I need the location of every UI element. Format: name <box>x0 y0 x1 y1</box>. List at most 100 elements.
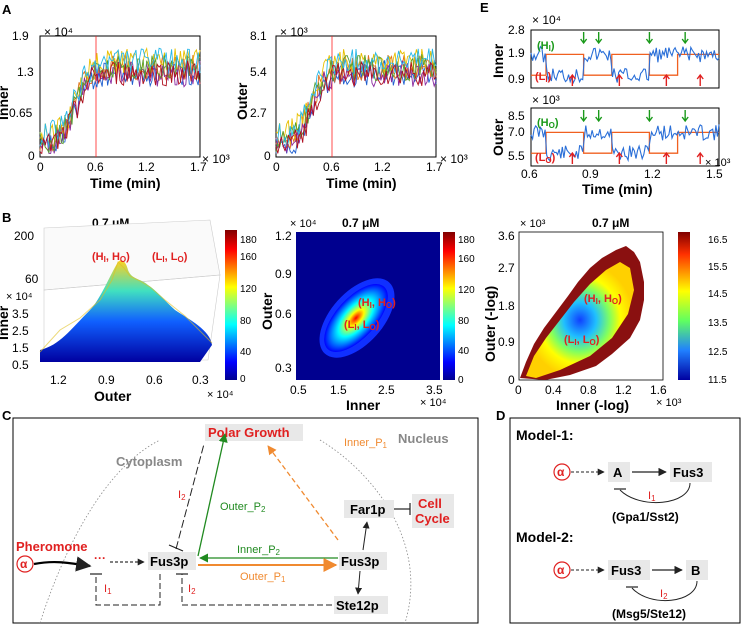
fus3p-cytoplasm-node: Fus3p <box>150 554 188 569</box>
y-axis-label: Outer (-log) <box>482 286 498 362</box>
trajectory-line <box>39 47 201 148</box>
xtick: 0.6 <box>521 167 538 181</box>
switch-high-arrow <box>645 110 653 123</box>
x-exponent: × 10³ <box>705 157 731 169</box>
switch-high-arrow <box>645 32 653 45</box>
switch-high-arrow <box>681 110 689 123</box>
nucleus-label: Nucleus <box>398 431 449 446</box>
colorbar <box>678 232 690 380</box>
colorbar <box>225 230 237 380</box>
switch-high-arrow <box>580 32 588 45</box>
switch-low-arrow <box>615 151 623 164</box>
colorbar-tick: 13.5 <box>708 318 728 329</box>
y-exponent: × 10⁴ <box>44 25 73 39</box>
colorbar-tick: 180 <box>458 235 475 246</box>
xtick: 0.8 <box>580 383 597 397</box>
xtick: 0.4 <box>545 383 562 397</box>
model2-label: Model-2: <box>516 529 574 545</box>
xtick: 0.5 <box>290 383 307 397</box>
x-axis-label: Time (min) <box>326 175 397 191</box>
chart-b-middle: × 10⁴ 0.7 μM (HI, HO) (LI, LO) 1.2 0.9 0… <box>259 216 475 413</box>
outer-p2-label: Outer_P2 <box>220 501 266 514</box>
chart-a-left: × 10⁴ 1.9 1.3 0.65 0 Inner 0 0.6 1.2 1.7… <box>0 25 230 191</box>
colorbar-tick: 160 <box>458 254 475 265</box>
y-axis-label: Inner <box>490 43 506 78</box>
xtick: 1.2 <box>615 383 632 397</box>
trajectory-line <box>275 48 437 147</box>
ytick: 8.5 <box>508 109 525 123</box>
ste12p-node: Ste12p <box>336 598 379 613</box>
ytick: 0.65 <box>9 106 33 120</box>
colorbar-tick: 160 <box>240 252 257 263</box>
colorbar-tick: 0 <box>458 375 464 386</box>
dots: ··· <box>94 551 106 565</box>
x-axis-label: Time (min) <box>90 175 161 191</box>
alpha-node <box>16 555 34 573</box>
ytick: 3.6 <box>498 229 515 243</box>
node-a: A <box>613 465 623 480</box>
xtick: 1.5 <box>330 383 347 397</box>
i2-label-bottom: I2 <box>188 583 196 596</box>
xtick: 1.2 <box>50 373 67 387</box>
switch-low-arrow <box>615 73 623 86</box>
polar-growth-node: Polar Growth <box>208 425 290 440</box>
ytick: 2.5 <box>12 324 29 338</box>
ytick: 1.5 <box>12 341 29 355</box>
y-exponent: × 10⁴ <box>532 13 561 27</box>
panel-label-c: C <box>2 408 12 423</box>
xtick: 3.5 <box>426 383 443 397</box>
y-axis-label: Outer <box>259 292 275 330</box>
switch-low-arrow <box>696 151 704 164</box>
colorbar <box>443 232 455 380</box>
y-axis-label: Outer <box>234 82 250 120</box>
xtick: 0 <box>273 160 280 174</box>
y-exponent: × 10³ <box>520 218 546 230</box>
y-axis-label: Inner <box>0 85 11 120</box>
chart-b-right: × 10³ 0.7 μM (HI, HO) (LI, LO) 3.6 2.7 1… <box>482 216 728 413</box>
colorbar-tick: 16.5 <box>708 235 728 246</box>
x-exponent: × 10³ <box>440 152 468 166</box>
colorbar-tick: 80 <box>458 316 470 327</box>
xtick: 0 <box>37 160 44 174</box>
i2-label: I2 <box>178 489 186 502</box>
ytick: 1.9 <box>12 29 29 43</box>
chart-title: 0.7 μM <box>592 216 629 230</box>
panel-label-e: E <box>480 0 489 15</box>
xtick: 1.6 <box>650 383 667 397</box>
colorbar-tick: 80 <box>240 316 252 327</box>
ytick: 1.2 <box>275 229 292 243</box>
x-exponent: × 10³ <box>656 397 682 409</box>
x-exponent: × 10³ <box>202 152 230 166</box>
ytick: 0 <box>264 149 271 163</box>
gpa-label: (Gpa1/Sst2) <box>612 510 679 524</box>
colorbar-tick: 120 <box>458 285 475 296</box>
xtick: 1.2 <box>644 167 661 181</box>
xtick: 2.5 <box>378 383 395 397</box>
pheromone-label: Pheromone <box>16 539 88 554</box>
x-axis-label: Inner (-log) <box>556 397 629 413</box>
ytick: 0.9 <box>508 72 525 86</box>
ytick: 1.3 <box>17 65 34 79</box>
xtick: 0.3 <box>192 373 209 387</box>
node-fus3-m1: Fus3 <box>673 465 703 480</box>
ytick: 8.1 <box>250 29 267 43</box>
ytick: 2.7 <box>498 261 515 275</box>
switch-low-arrow <box>662 151 670 164</box>
colorbar-tick: 15.5 <box>708 262 728 273</box>
ytick: 3.5 <box>12 307 29 321</box>
ytick: 7.0 <box>508 125 525 139</box>
xtick: 0.6 <box>323 160 340 174</box>
y-exponent: × 10³ <box>532 93 560 107</box>
ytick: 0.9 <box>275 267 292 281</box>
ytick: 0.3 <box>275 361 292 375</box>
annotation-high: (HI, HO) <box>92 251 130 264</box>
low-label: (LI) <box>535 71 552 84</box>
ztick: 200 <box>14 229 34 243</box>
node-b: B <box>691 563 700 578</box>
ytick: 2.7 <box>250 106 267 120</box>
panel-label-b: B <box>2 210 11 225</box>
switch-low-arrow <box>662 73 670 86</box>
colorbar-tick: 14.5 <box>708 289 728 300</box>
colorbar-tick: 12.5 <box>708 347 728 358</box>
y-exponent: × 10⁴ <box>290 218 317 230</box>
